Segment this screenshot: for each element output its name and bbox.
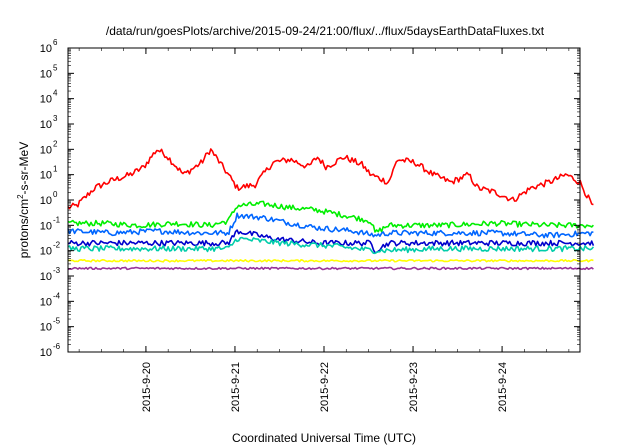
series-line-3 bbox=[67, 212, 594, 239]
x-tick-label: 2015-9-24 bbox=[497, 362, 509, 412]
y-tick-label: 10 bbox=[40, 246, 52, 258]
y-tick-label: 10 bbox=[40, 119, 52, 131]
y-ticks: 10-610-510-410-310-210-11001011021031041… bbox=[40, 38, 580, 359]
y-tick-label: 10 bbox=[40, 144, 52, 156]
x-axis-label: Coordinated Universal Time (UTC) bbox=[232, 431, 416, 445]
series-line-2 bbox=[67, 200, 594, 233]
y-tick-exponent: 0 bbox=[53, 190, 58, 199]
chart-title: /data/run/goesPlots/archive/2015-09-24/2… bbox=[106, 24, 545, 38]
y-axis-label: protons/cm2-s-sr-MeV bbox=[16, 142, 31, 258]
y-tick-label: 10 bbox=[40, 170, 52, 182]
x-tick-label: 2015-9-21 bbox=[230, 362, 242, 412]
y-tick-exponent: -1 bbox=[53, 215, 61, 224]
series-line-1 bbox=[67, 148, 594, 210]
y-tick-exponent: -4 bbox=[53, 291, 61, 300]
series-line-6 bbox=[68, 258, 594, 263]
y-tick-label: 10 bbox=[40, 220, 52, 232]
y-axis-label-sup: 2 bbox=[16, 194, 25, 199]
series-line-5 bbox=[67, 236, 595, 255]
y-tick-label: 10 bbox=[40, 68, 52, 80]
plot-frame bbox=[67, 47, 581, 353]
series-layer bbox=[67, 148, 595, 271]
y-axis-label-unit: -s-sr-MeV bbox=[17, 142, 31, 195]
y-tick-label: 10 bbox=[40, 43, 52, 55]
y-tick-label: 10 bbox=[40, 347, 52, 359]
series-line-4 bbox=[67, 229, 595, 254]
y-tick-label: 10 bbox=[40, 195, 52, 207]
y-tick-exponent: 3 bbox=[53, 114, 58, 123]
y-tick-label: 10 bbox=[40, 296, 52, 308]
y-tick-exponent: -5 bbox=[53, 317, 61, 326]
y-tick-exponent: 5 bbox=[53, 63, 58, 72]
y-tick-exponent: 2 bbox=[53, 139, 58, 148]
y-tick-exponent: 4 bbox=[53, 89, 58, 98]
series-line-7 bbox=[67, 266, 594, 271]
y-tick-label: 10 bbox=[40, 94, 52, 106]
y-tick-exponent: -3 bbox=[53, 266, 61, 275]
y-tick-exponent: 1 bbox=[53, 165, 58, 174]
x-tick-label: 2015-9-22 bbox=[319, 362, 331, 412]
y-axis-label-main: protons/cm bbox=[17, 199, 31, 258]
y-tick-label: 10 bbox=[40, 322, 52, 334]
y-tick-exponent: 6 bbox=[53, 38, 58, 47]
x-tick-label: 2015-9-23 bbox=[408, 362, 420, 412]
x-tick-label: 2015-9-20 bbox=[141, 362, 153, 412]
y-tick-exponent: -2 bbox=[53, 241, 61, 250]
y-tick-label: 10 bbox=[40, 271, 52, 283]
y-tick-exponent: -6 bbox=[53, 342, 61, 351]
